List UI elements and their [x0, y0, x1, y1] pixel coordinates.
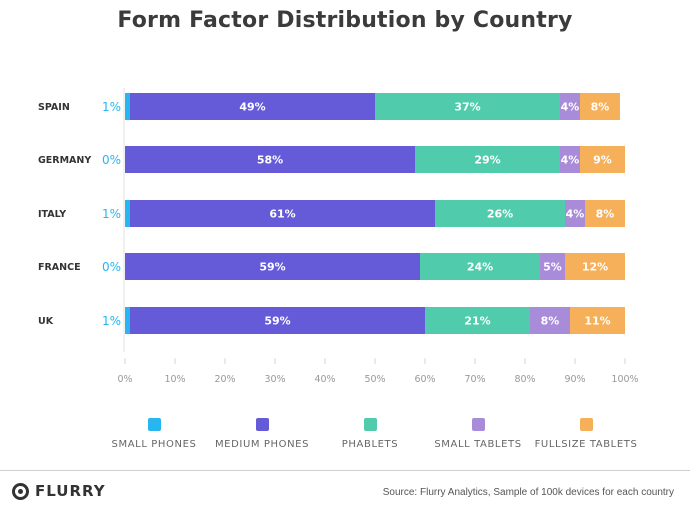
legend-label-fullsize-tablets: FULLSIZE TABLETS [534, 439, 638, 450]
data-label-medium-phones: 59% [264, 315, 290, 328]
bar-segment-small-tablets [565, 200, 585, 227]
x-tick-label: 20% [214, 374, 235, 385]
brand-name: FLURRY [35, 482, 106, 500]
category-label: UK [38, 316, 54, 327]
data-label-phablets: 24% [467, 261, 493, 274]
data-label-fullsize-tablets: 12% [582, 261, 608, 274]
data-label-small-phones: 0% [102, 260, 121, 274]
legend-label-phablets: PHABLETS [341, 439, 399, 450]
data-label-phablets: 26% [487, 208, 513, 221]
bar-segment-fullsize-tablets [580, 146, 625, 173]
brand-logo: FLURRY [12, 482, 106, 500]
source-note: Source: Flurry Analytics, Sample of 100k… [382, 487, 674, 498]
bar-segment-small-phones [125, 200, 130, 227]
chart-title: Form Factor Distribution by Country [117, 8, 573, 33]
data-label-small-phones: 1% [102, 207, 121, 221]
bar-segment-small-tablets [530, 307, 570, 334]
data-label-fullsize-tablets: 11% [584, 315, 610, 328]
bar-segment-small-phones [125, 93, 130, 120]
x-tick-label: 30% [264, 374, 285, 385]
x-tick-label: 80% [514, 374, 535, 385]
legend-label-medium-phones: MEDIUM PHONES [214, 439, 310, 450]
x-tick-label: 0% [117, 374, 132, 385]
legend-item-small-phones: SMALL PHONES [100, 418, 208, 450]
x-tick-label: 90% [564, 374, 585, 385]
legend-swatch-small-phones [147, 418, 161, 431]
legend-swatch-phablets [363, 418, 377, 431]
data-label-fullsize-tablets: 8% [596, 208, 615, 221]
legend-item-phablets: PHABLETS [316, 418, 424, 450]
data-label-medium-phones: 49% [239, 101, 265, 114]
bar-segment-medium-phones [130, 200, 435, 227]
legend-swatch-small-tablets [471, 418, 485, 431]
bar-segment-fullsize-tablets [585, 200, 625, 227]
x-tick-label: 40% [314, 374, 335, 385]
data-label-medium-phones: 61% [269, 208, 295, 221]
bar-segment-medium-phones [130, 307, 425, 334]
flurry-logo-icon [12, 482, 29, 500]
bar-segment-fullsize-tablets [565, 253, 625, 280]
legend-item-medium-phones: MEDIUM PHONES [208, 418, 316, 450]
data-label-small-tablets: 4% [561, 101, 580, 114]
bar-segment-medium-phones [125, 253, 420, 280]
footer-divider [0, 470, 690, 471]
stacked-bar-chart: SPAIN 1% 49% 37% 4% 8% GERMANY 0% 58% 29% 4% 9% ITAL… [38, 88, 639, 385]
bar-segment-small-phones [125, 307, 130, 334]
category-label: SPAIN [38, 102, 70, 113]
legend-swatch-fullsize-tablets [579, 418, 593, 431]
bar-segment-phablets [375, 93, 560, 120]
bar-segment-medium-phones [125, 146, 415, 173]
data-label-small-tablets: 4% [561, 154, 580, 167]
bar-segment-fullsize-tablets [570, 307, 625, 334]
legend-item-fullsize-tablets: FULLSIZE TABLETS [532, 418, 640, 450]
category-label: GERMANY [38, 155, 91, 166]
data-label-small-phones: 0% [102, 153, 121, 167]
data-label-phablets: 29% [474, 154, 500, 167]
category-label: FRANCE [38, 262, 81, 273]
data-label-small-phones: 1% [102, 314, 121, 328]
data-label-phablets: 21% [464, 315, 490, 328]
category-label: ITALY [38, 209, 66, 220]
legend-label-small-tablets: SMALL TABLETS [434, 439, 522, 450]
bar-segment-medium-phones [130, 93, 375, 120]
data-label-small-tablets: 8% [541, 315, 560, 328]
bar-segment-small-tablets [560, 93, 580, 120]
data-label-medium-phones: 58% [257, 154, 283, 167]
bar-segment-phablets [420, 253, 540, 280]
legend-item-small-tablets: SMALL TABLETS [424, 418, 532, 450]
legend-label-small-phones: SMALL PHONES [111, 439, 197, 450]
data-label-phablets: 37% [454, 101, 480, 114]
bar-segment-phablets [435, 200, 565, 227]
bar-segment-phablets [415, 146, 560, 173]
data-label-small-tablets: 5% [543, 261, 562, 274]
x-tick-label: 60% [414, 374, 435, 385]
legend-swatch-medium-phones [255, 418, 269, 431]
bar-segment-small-tablets [560, 146, 580, 173]
bar-segment-fullsize-tablets [580, 93, 620, 120]
x-tick-label: 50% [364, 374, 385, 385]
x-tick-label: 70% [464, 374, 485, 385]
bar-segment-phablets [425, 307, 530, 334]
chart-legend: SMALL PHONES MEDIUM PHONES PHABLETS SMAL… [100, 418, 640, 450]
x-tick-label: 100% [611, 374, 638, 385]
data-label-fullsize-tablets: 8% [591, 101, 610, 114]
data-label-small-tablets: 4% [566, 208, 585, 221]
bar-segment-small-tablets [540, 253, 565, 280]
x-tick-label: 10% [164, 374, 185, 385]
data-label-small-phones: 1% [102, 100, 121, 114]
data-label-fullsize-tablets: 9% [593, 154, 612, 167]
data-label-medium-phones: 59% [259, 261, 285, 274]
